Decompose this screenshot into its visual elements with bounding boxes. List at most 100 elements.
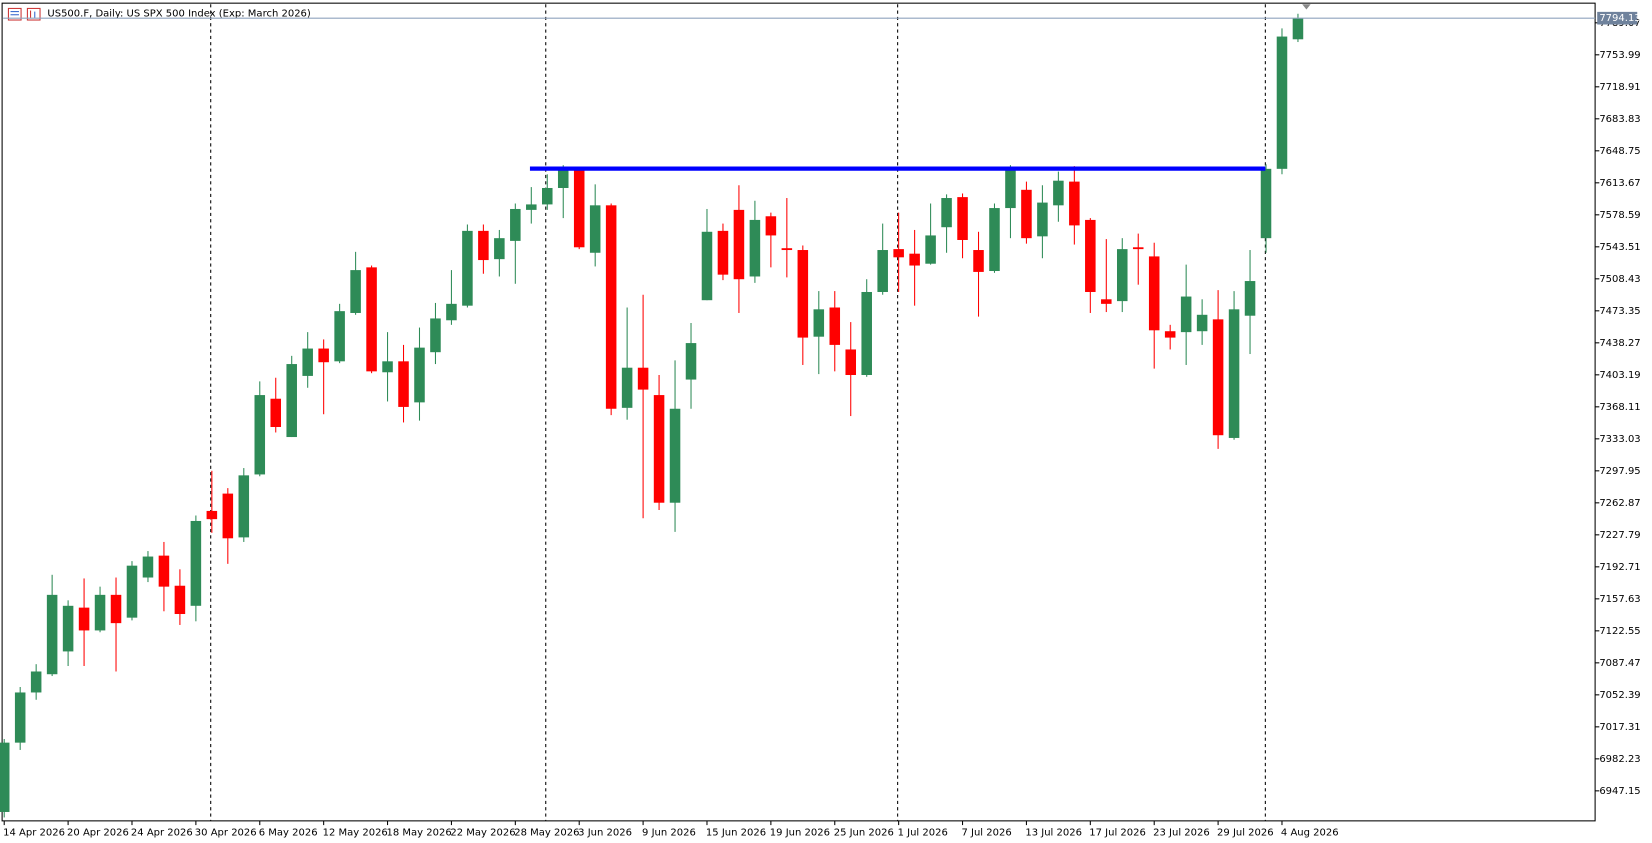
candle-body <box>1164 331 1176 338</box>
candle-body <box>797 250 809 338</box>
x-tick-label: 22 May 2026 <box>450 827 515 838</box>
candle-body <box>270 398 282 428</box>
y-tick-label: 7122.55 <box>1599 626 1640 637</box>
y-tick-label: 7297.95 <box>1599 466 1640 477</box>
y-tick-label: 7052.39 <box>1599 690 1640 701</box>
candle-body <box>1148 256 1160 331</box>
candle-body <box>1132 247 1144 250</box>
candle-body <box>877 250 888 292</box>
x-tick-label: 9 Jun 2026 <box>642 827 696 838</box>
y-tick-label: 7157.63 <box>1599 594 1640 605</box>
candle-body <box>334 311 345 362</box>
candle-body <box>1292 18 1304 40</box>
candle-body <box>1180 296 1192 333</box>
y-tick-label: 7543.51 <box>1599 242 1640 253</box>
candle-body <box>142 556 154 578</box>
candle-body <box>749 219 761 277</box>
candle-body <box>733 209 745 280</box>
candle-body <box>462 230 473 306</box>
candle-body <box>1021 189 1032 239</box>
candle-body <box>238 475 250 538</box>
candle-body <box>126 565 138 618</box>
candle-body <box>1212 319 1224 436</box>
candle-body <box>941 198 952 228</box>
candle-body <box>1276 36 1288 169</box>
candle-body <box>446 303 457 321</box>
y-tick-label: 7718.91 <box>1599 82 1640 93</box>
candle-body <box>813 309 825 337</box>
y-tick-label: 6982.23 <box>1599 754 1640 765</box>
candle-body <box>1053 180 1064 206</box>
toolbar-icons <box>7 7 41 21</box>
candle-body <box>190 520 202 606</box>
candle-body <box>717 230 729 275</box>
y-tick-label: 7578.59 <box>1599 210 1640 221</box>
candle-body <box>46 594 58 675</box>
shift-marker <box>1302 4 1311 10</box>
candle-body <box>110 594 122 624</box>
candle-body <box>573 168 585 248</box>
candle-body <box>222 493 234 539</box>
x-tick-label: 17 Jul 2026 <box>1089 827 1146 838</box>
x-tick-label: 29 Jul 2026 <box>1217 827 1274 838</box>
y-tick-label: 7227.79 <box>1599 530 1640 541</box>
x-tick-label: 12 May 2026 <box>323 827 388 838</box>
candle-body <box>14 692 26 743</box>
chart-title: US500.F, Daily: US SPX 500 Index (Exp: M… <box>47 9 311 20</box>
candles <box>0 13 1304 818</box>
x-tick-label: 23 Jul 2026 <box>1153 827 1210 838</box>
y-tick-label: 6947.15 <box>1599 786 1640 797</box>
y-tick-label: 7473.35 <box>1599 306 1640 317</box>
x-tick-label: 15 Jun 2026 <box>706 827 766 838</box>
y-tick-label: 7262.87 <box>1599 498 1640 509</box>
candle-body <box>1069 181 1080 226</box>
candle-body <box>78 607 90 631</box>
candle-body <box>0 742 10 812</box>
candle-body <box>94 594 106 631</box>
x-tick-label: 28 May 2026 <box>514 827 579 838</box>
candle-body <box>605 205 617 409</box>
candle-body <box>1085 219 1096 292</box>
y-tick-label: 7403.19 <box>1599 370 1640 381</box>
candle-body <box>989 208 1000 272</box>
candle-body <box>1228 309 1240 438</box>
candle-body <box>893 249 904 258</box>
y-tick-label: 7508.43 <box>1599 274 1640 285</box>
x-tick-label: 19 Jun 2026 <box>770 827 830 838</box>
candle-body <box>557 168 569 188</box>
y-tick-label: 7368.11 <box>1599 402 1640 413</box>
candle-body <box>765 216 777 236</box>
candle-body <box>382 361 393 373</box>
candle-body <box>973 250 984 272</box>
candle-body <box>957 197 968 240</box>
icon <box>26 7 41 21</box>
x-tick-label: 7 Jul 2026 <box>961 827 1011 838</box>
candle-body <box>845 349 857 376</box>
candle-body <box>1101 299 1112 304</box>
x-tick-label: 14 Apr 2026 <box>3 827 65 838</box>
candle-body <box>1037 202 1048 237</box>
candle-body <box>909 253 920 266</box>
candle-body <box>302 348 313 376</box>
candle-body <box>1260 168 1272 239</box>
candle-body <box>478 230 489 261</box>
x-tick-label: 30 Apr 2026 <box>195 827 257 838</box>
candle-body <box>653 395 665 503</box>
candle-body <box>637 367 649 390</box>
x-tick-label: 1 Jul 2026 <box>898 827 948 838</box>
candle-body <box>861 291 872 376</box>
candle-body <box>1116 249 1128 302</box>
candle-body <box>510 208 521 241</box>
candle-body <box>685 343 697 380</box>
candle-body <box>398 361 409 407</box>
candle-body <box>494 238 505 260</box>
candle-body <box>781 248 793 251</box>
y-tick-label: 7438.27 <box>1599 338 1640 349</box>
y-tick-label: 7648.75 <box>1599 146 1640 157</box>
y-tick-label: 7753.99 <box>1599 50 1640 61</box>
candle-body <box>430 318 441 353</box>
x-tick-label: 25 Jun 2026 <box>834 827 894 838</box>
y-tick-label: 7017.31 <box>1599 722 1640 733</box>
